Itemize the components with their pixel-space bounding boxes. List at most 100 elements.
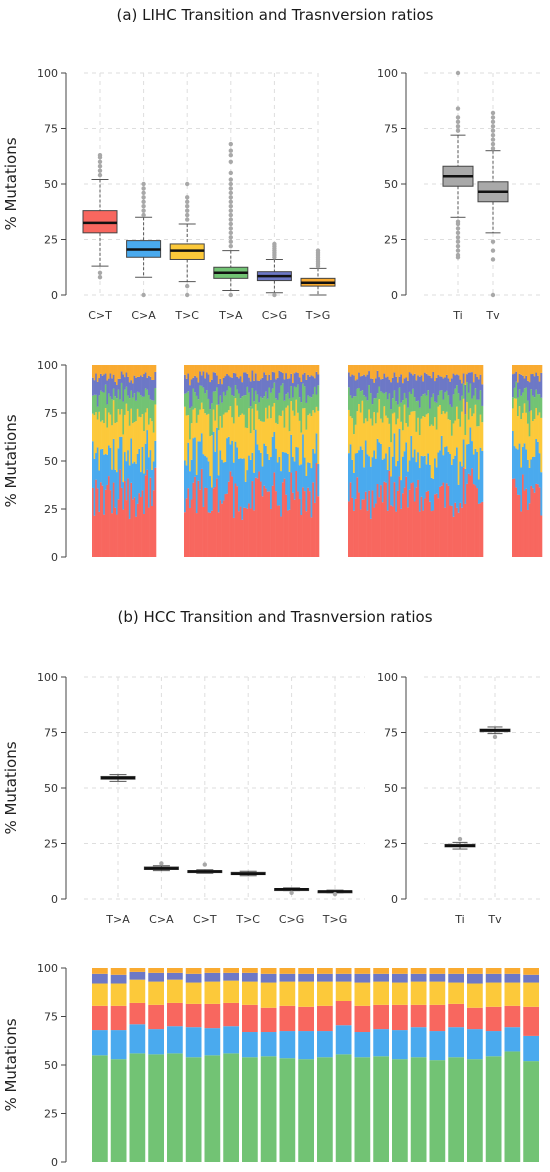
bar-segment-t-to-c — [449, 420, 452, 454]
bar-segment-c-to-g — [92, 377, 94, 396]
bar-segment-t-to-g — [216, 365, 219, 376]
box-c-to-g — [256, 241, 292, 298]
box-c-to-g — [274, 887, 310, 895]
bar-segment-t-to-a — [214, 391, 217, 421]
bar-segment-c-to-t — [538, 487, 541, 557]
bar-segment-c-to-t — [523, 1006, 539, 1036]
bar-segment-t-to-a — [185, 1057, 202, 1162]
figure-b-title: (b) HCC Transition and Trasnversion rati… — [117, 608, 432, 626]
bar-segment-c-to-a — [93, 458, 96, 516]
bar-segment-c-to-a — [440, 435, 443, 486]
outlier-point — [228, 217, 233, 222]
bar-segment-t-to-a — [286, 392, 289, 406]
bar-segment-t-to-a — [351, 398, 354, 419]
bar-segment-c-to-g — [317, 973, 333, 982]
bar-segment-t-to-a — [273, 382, 276, 404]
bar-segment-t-to-g — [415, 365, 418, 381]
bar-segment-c-to-g — [127, 376, 130, 396]
bar-segment-t-to-a — [219, 395, 222, 417]
bar-segment-t-to-a — [195, 395, 198, 423]
bar-segment-t-to-a — [429, 408, 431, 427]
bar-segment-c-to-g — [351, 374, 354, 399]
outlier-point — [332, 891, 338, 897]
bar-segment-t-to-c — [214, 420, 217, 452]
bar-segment-t-to-a — [244, 395, 247, 428]
bar-segment-c-to-t — [236, 486, 239, 557]
bar-segment-t-to-g — [148, 968, 164, 973]
bar-segment-t-to-c — [530, 410, 533, 460]
bar-segment-t-to-c — [110, 983, 127, 1006]
bar-segment-t-to-c — [391, 413, 394, 457]
bar-segment-c-to-g — [226, 373, 229, 391]
bar-segment-t-to-a — [129, 1053, 146, 1162]
outlier-point — [228, 152, 233, 158]
bar-segment-t-to-c — [456, 406, 458, 448]
bar-segment-t-to-g — [124, 365, 126, 378]
bar-segment-t-to-g — [116, 365, 118, 386]
bar-segment-t-to-c — [221, 427, 224, 460]
bar-segment-t-to-a — [385, 392, 388, 416]
bar-segment-t-to-a — [518, 389, 521, 407]
bar-segment-t-to-c — [141, 413, 144, 447]
bar-segment-t-to-a — [393, 390, 396, 413]
bar-segment-t-to-c — [513, 398, 516, 447]
bar-segment-t-to-a — [199, 385, 202, 410]
bar-segment-c-to-t — [540, 515, 543, 557]
bar-segment-t-to-g — [403, 365, 406, 379]
bar-segment-t-to-c — [354, 982, 371, 1006]
bar-segment-c-to-a — [533, 456, 536, 493]
bar-segment-t-to-a — [464, 414, 467, 435]
bar-segment-c-to-g — [461, 383, 464, 396]
bar-segment-c-to-a — [452, 458, 455, 517]
bar-segment-t-to-a — [226, 390, 229, 413]
bar-segment-c-to-a — [92, 441, 94, 488]
outlier-point — [490, 132, 496, 138]
bar-segment-t-to-g — [354, 968, 371, 974]
bar-segment-c-to-g — [146, 377, 149, 390]
bar-segment-t-to-c — [104, 408, 107, 455]
bar-segment-t-to-a — [540, 397, 543, 418]
bar-segment-t-to-g — [148, 365, 150, 376]
bar-segment-c-to-a — [504, 1027, 521, 1052]
outlier-point — [455, 239, 461, 244]
bar-segment-c-to-g — [222, 377, 225, 392]
y-tick-label: 75 — [44, 123, 58, 136]
bar-segment-t-to-g — [290, 365, 293, 374]
bar-segment-c-to-a — [386, 469, 389, 511]
bar-segment-c-to-a — [523, 443, 526, 491]
bar-segment-t-to-g — [184, 365, 186, 375]
bar-segment-t-to-a — [358, 387, 361, 404]
bar-segment-c-to-g — [298, 973, 314, 982]
outlier-point — [490, 137, 496, 142]
bar-segment-t-to-a — [110, 1059, 127, 1162]
bar-segment-c-to-t — [119, 469, 122, 557]
bar-segment-c-to-t — [383, 481, 386, 557]
bar-segment-c-to-t — [221, 503, 224, 557]
bar-segment-c-to-t — [96, 488, 99, 557]
bar-segment-c-to-g — [154, 371, 157, 389]
bar-segment-t-to-g — [466, 365, 469, 375]
bar-segment-c-to-g — [239, 376, 242, 399]
bar-segment-c-to-a — [185, 1027, 202, 1058]
bar-segment-t-to-g — [103, 365, 106, 375]
bar-segment-t-to-a — [369, 393, 372, 419]
bar-segment-c-to-a — [423, 455, 426, 499]
bar-segment-c-to-a — [402, 456, 404, 494]
bar-segment-c-to-a — [280, 471, 283, 517]
bar-segment-t-to-c — [136, 408, 139, 454]
bar-segment-t-to-g — [222, 365, 225, 378]
bar-segment-c-to-g — [271, 371, 274, 389]
bar-segment-c-to-a — [335, 1025, 352, 1055]
bar-segment-t-to-c — [146, 408, 149, 431]
bar-segment-c-to-t — [378, 497, 381, 557]
bar-segment-t-to-a — [292, 397, 294, 411]
bar-segment-t-to-a — [410, 1057, 427, 1162]
bar-segment-t-to-a — [290, 386, 293, 402]
bar-segment-t-to-g — [417, 365, 420, 376]
bar-segment-c-to-t — [114, 507, 117, 557]
bar-segment-c-to-g — [537, 375, 539, 395]
bar-segment-t-to-c — [149, 418, 152, 451]
bar-segment-c-to-g — [209, 382, 212, 410]
bar-segment-c-to-a — [303, 457, 306, 492]
bar-segment-t-to-c — [385, 415, 388, 454]
